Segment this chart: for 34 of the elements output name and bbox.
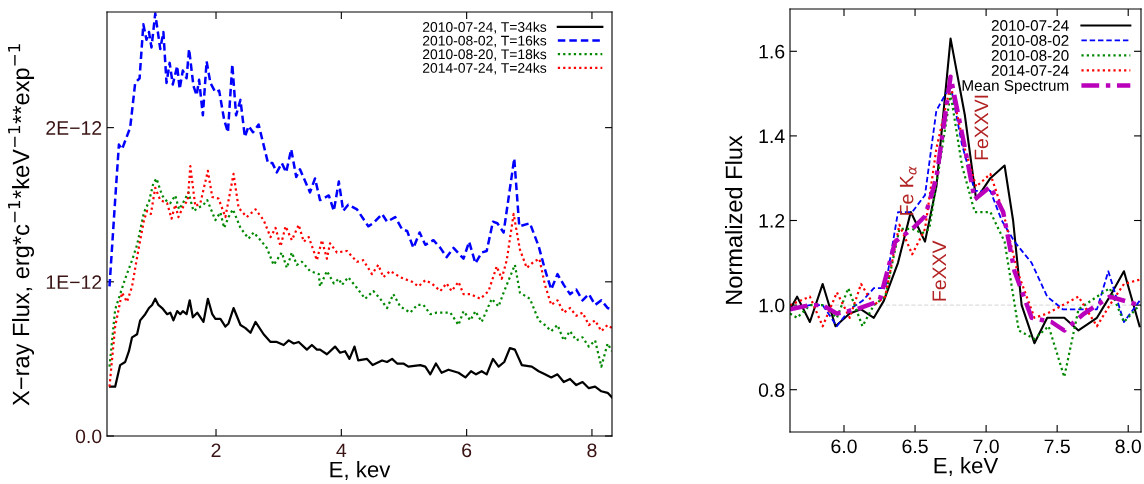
y-tick-label: 1.0 [759, 298, 785, 313]
legend-label: Mean Spectrum [962, 80, 1069, 94]
x-axis-title: E, keV [934, 457, 999, 477]
y-axis-title: Normalized Flux [724, 135, 743, 304]
legend-label: 2010-08-20 [991, 50, 1069, 61]
x-tick-label: 6.5 [902, 439, 928, 454]
x-tick-label: 8.0 [1115, 439, 1141, 454]
x-tick-label: 7.5 [1044, 439, 1070, 454]
x-tick-label: 4 [336, 443, 347, 458]
legend-label: 2010-07-24 [991, 20, 1069, 31]
y-tick-label: 0.0 [75, 429, 102, 444]
x-tick-label: 8 [587, 443, 597, 458]
legend-label: 2014-07-24, T=24ks [422, 62, 547, 75]
annotation: FeXXV [932, 240, 947, 301]
y-tick-label: 1.6 [759, 44, 785, 59]
annotation: Fe K$_{α}$ [899, 166, 917, 215]
x-tick-label: 6.0 [831, 439, 857, 454]
y-tick-label: 1.2 [759, 213, 785, 228]
x-tick-label: 6 [462, 443, 472, 458]
x-axis-title: E, kev [330, 461, 391, 481]
legend-label: 2010-08-02, T=16ks [422, 35, 547, 48]
x-tick-label: 2 [211, 443, 221, 458]
legend-label: 2010-08-02 [991, 35, 1069, 46]
x-tick-label: 7.0 [973, 439, 999, 454]
legend-label: 2010-08-20, T=18ks [422, 49, 547, 61]
y-tick-label: 2E−12 [46, 121, 102, 135]
y-tick-label: 1.4 [759, 129, 785, 143]
y-axis-title: X−ray Flux, erg*c$^{−1}$*keV$^{−1}$**exp$^{−1}$ [8, 44, 35, 406]
line-series [790, 92, 1141, 379]
annotation: FeXXVI [974, 95, 989, 160]
y-tick-label: 0.8 [758, 383, 785, 397]
legend-label: 2010-07-24, T=34ks [422, 21, 547, 34]
legend-label: 2014-07-24 [991, 65, 1069, 76]
y-tick-label: 1E−12 [46, 275, 102, 289]
